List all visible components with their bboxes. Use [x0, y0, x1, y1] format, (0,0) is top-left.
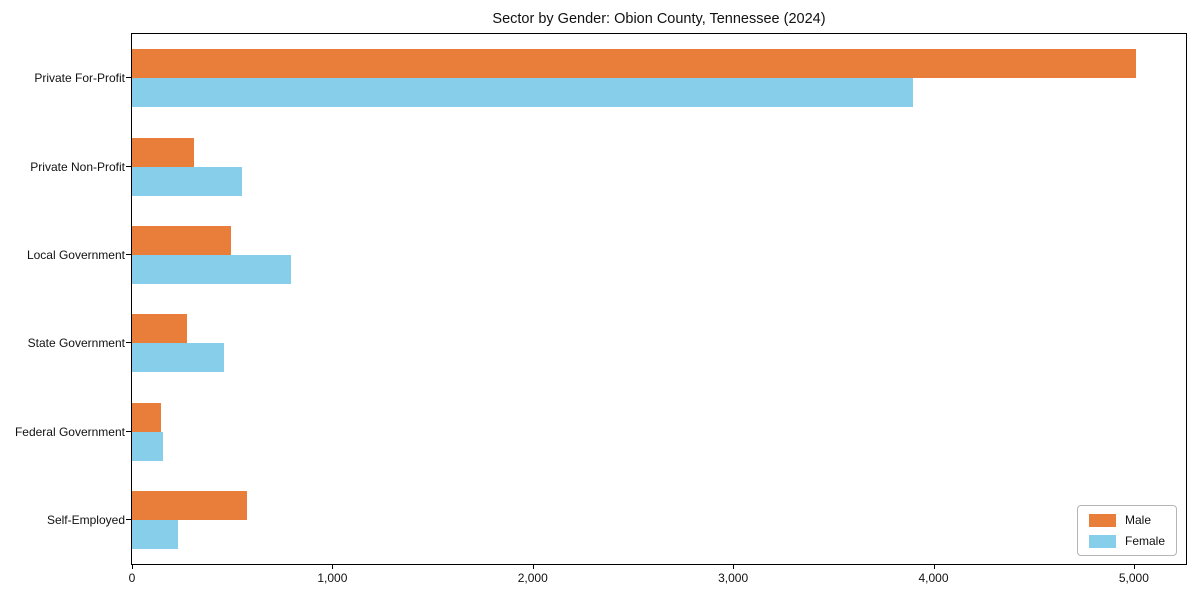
- x-axis-tick: [933, 565, 935, 569]
- y-axis-tick: [126, 518, 131, 520]
- bar-male-private-for-profit: [132, 49, 1136, 79]
- x-axis-tick-label: 2,000: [517, 571, 548, 585]
- x-axis-tick: [532, 565, 534, 569]
- legend-label-male: Male: [1124, 513, 1151, 527]
- legend-item-male: Male: [1088, 513, 1165, 527]
- y-axis-label: Self-Employed: [46, 512, 125, 527]
- x-axis-tick: [132, 565, 133, 569]
- y-axis-tick: [126, 430, 131, 432]
- legend-swatch-female: [1088, 534, 1116, 548]
- y-axis-tick: [126, 77, 131, 79]
- y-axis-tick: [126, 342, 131, 344]
- bar-female-local-government: [132, 254, 292, 284]
- legend-item-female: Female: [1088, 534, 1165, 548]
- y-axis-label: Federal Government: [14, 424, 125, 439]
- y-axis-tick: [126, 165, 131, 167]
- bar-male-federal-government: [132, 402, 162, 432]
- y-axis-label: Local Government: [26, 247, 125, 262]
- x-axis-tick-label: 4,000: [918, 571, 949, 585]
- chart-title: Sector by Gender: Obion County, Tennesse…: [492, 11, 826, 27]
- bar-female-state-government: [132, 343, 225, 373]
- x-axis-tick-label: 0: [128, 571, 136, 585]
- x-axis-tick: [332, 565, 334, 569]
- x-axis-tick-label: 1,000: [317, 571, 348, 585]
- bar-male-self-employed: [132, 490, 248, 520]
- bar-female-self-employed: [132, 519, 179, 549]
- bar-male-private-non-profit: [132, 137, 195, 167]
- y-axis-label: Private Non-Profit: [30, 159, 125, 174]
- x-axis-tick-label: 3,000: [718, 571, 749, 585]
- bar-female-private-for-profit: [132, 78, 914, 108]
- y-axis-label: Private For-Profit: [34, 71, 125, 86]
- bar-female-federal-government: [132, 431, 164, 461]
- bar-male-local-government: [132, 225, 232, 255]
- bar-female-private-non-profit: [132, 166, 243, 196]
- x-axis-tick: [1133, 565, 1135, 569]
- bar-male-state-government: [132, 314, 188, 344]
- legend: Male Female: [1076, 505, 1177, 556]
- plot-area: Male Female: [131, 33, 1187, 565]
- legend-label-female: Female: [1124, 534, 1165, 548]
- y-axis-label: State Government: [27, 336, 125, 351]
- x-axis-tick-label: 5,000: [1118, 571, 1149, 585]
- y-axis-tick: [126, 253, 131, 255]
- legend-swatch-male: [1088, 513, 1116, 527]
- x-axis-tick: [733, 565, 735, 569]
